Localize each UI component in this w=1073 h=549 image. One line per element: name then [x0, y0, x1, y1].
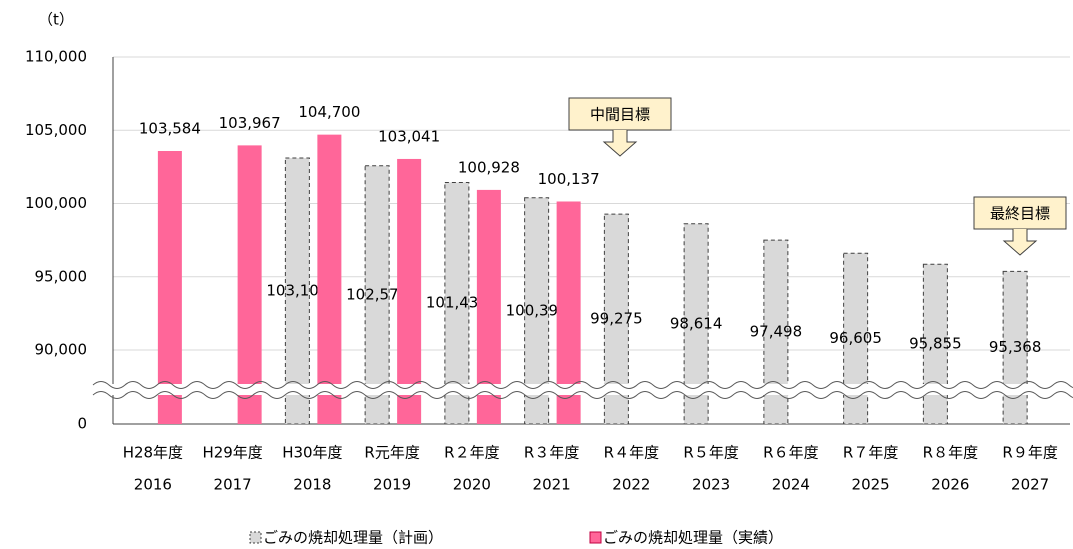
value-label: 103,041 — [378, 127, 440, 145]
x-tick-year: 2025 — [852, 476, 890, 494]
value-label: 101,436 — [426, 294, 488, 312]
y-tick-label: 95,000 — [35, 267, 88, 285]
x-tick-year: 2022 — [612, 476, 650, 494]
y-tick-label: 90,000 — [35, 341, 88, 359]
callout-box — [973, 196, 1067, 230]
x-tick-year: 2019 — [373, 476, 411, 494]
break-line — [92, 381, 1073, 389]
y-tick-label: 105,000 — [25, 121, 87, 139]
legend-swatch — [589, 531, 602, 544]
value-label: 103,102 — [266, 282, 328, 300]
value-label: 102,573 — [346, 285, 408, 303]
value-label: 97,498 — [750, 323, 803, 341]
x-tick-label: R７年度 — [843, 444, 898, 462]
x-tick-label: R９年度 — [1002, 444, 1057, 462]
x-tick-year: 2024 — [772, 476, 810, 494]
y-unit: （t） — [38, 11, 74, 29]
bar — [284, 157, 310, 425]
legend-swatch — [249, 531, 262, 544]
value-label: 100,137 — [538, 170, 600, 188]
value-label: 99,275 — [590, 310, 643, 328]
callout-arrow — [1002, 229, 1038, 256]
x-tick-label: H29年度 — [202, 444, 262, 462]
x-tick-year: 2021 — [533, 476, 571, 494]
callout-arrow — [602, 130, 638, 157]
value-label: 98,614 — [670, 314, 723, 332]
legend-label: ごみの焼却処理量（計画） — [263, 529, 443, 547]
x-tick-label: R２年度 — [444, 444, 499, 462]
break-gap — [93, 384, 1070, 395]
x-tick-label: R８年度 — [923, 444, 978, 462]
value-label: 100,395 — [506, 301, 568, 319]
x-tick-year: 2018 — [293, 476, 331, 494]
value-label: 95,368 — [989, 338, 1042, 356]
value-label: 104,700 — [298, 103, 360, 121]
y-tick-label: 100,000 — [25, 194, 87, 212]
x-tick-year: 2026 — [931, 476, 969, 494]
value-label: 96,605 — [829, 329, 882, 347]
break-line — [92, 391, 1073, 399]
bar — [397, 158, 422, 425]
bar — [157, 150, 182, 425]
x-tick-year: 2016 — [134, 476, 172, 494]
x-tick-year: 2023 — [692, 476, 730, 494]
x-tick-year: 2017 — [214, 476, 252, 494]
x-tick-label: R６年度 — [763, 444, 818, 462]
x-tick-label: H30年度 — [282, 444, 342, 462]
callout-text: 中間目標 — [590, 106, 650, 124]
callout-box — [568, 97, 672, 131]
bar — [364, 165, 390, 425]
y-tick-label: 0 — [77, 415, 87, 433]
value-label: 100,928 — [458, 158, 520, 176]
x-tick-label: R元年度 — [364, 444, 419, 462]
value-label: 95,855 — [909, 335, 962, 353]
y-tick-label: 110,000 — [25, 48, 87, 66]
x-tick-label: R５年度 — [683, 444, 738, 462]
bar — [444, 181, 470, 425]
x-tick-label: H28年度 — [123, 444, 183, 462]
bar — [843, 252, 869, 425]
value-label: 103,967 — [219, 114, 281, 132]
x-tick-year: 2020 — [453, 476, 491, 494]
callout-text: 最終目標 — [990, 205, 1050, 223]
value-label: 103,584 — [139, 119, 201, 137]
bar — [317, 134, 342, 424]
x-tick-label: R４年度 — [604, 444, 659, 462]
x-tick-label: R３年度 — [524, 444, 579, 462]
x-tick-year: 2027 — [1011, 476, 1049, 494]
bar — [922, 263, 948, 425]
bar — [237, 145, 262, 424]
legend-label: ごみの焼却処理量（実績） — [603, 529, 783, 547]
